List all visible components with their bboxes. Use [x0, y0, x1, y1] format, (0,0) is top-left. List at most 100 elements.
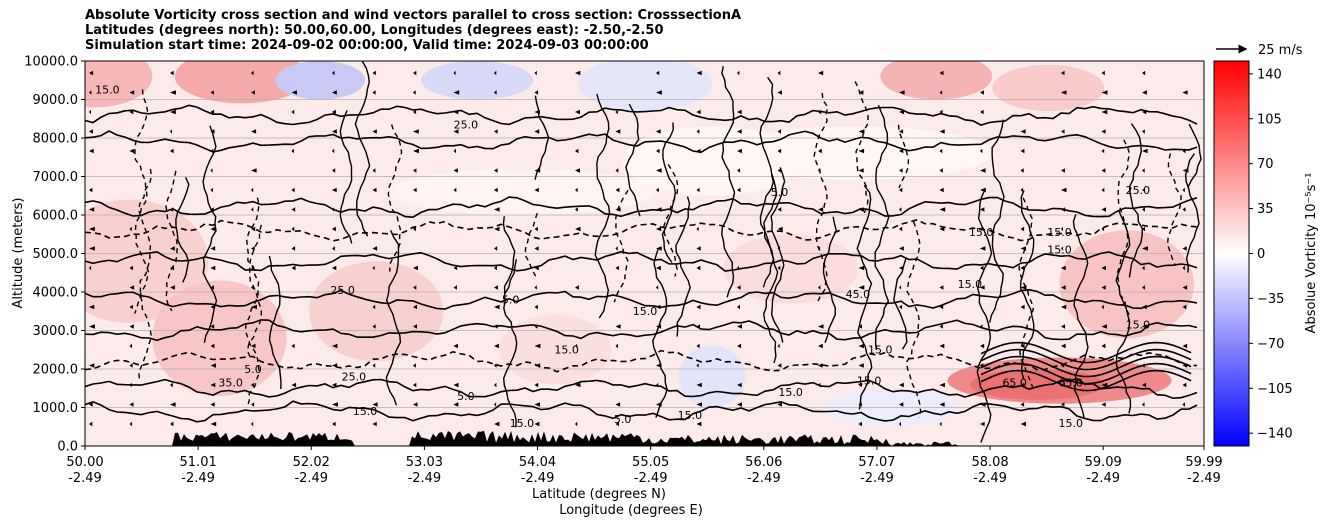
wind-vector — [858, 285, 865, 290]
wind-vector — [413, 363, 416, 368]
wind-vector — [89, 265, 92, 271]
wind-vector — [1061, 304, 1067, 310]
vorticity-fill-patch — [275, 61, 366, 100]
wind-vector — [1020, 285, 1027, 290]
wind-vector — [413, 109, 417, 115]
wind-vector — [89, 324, 95, 329]
wind-vector — [534, 363, 541, 368]
contour-line — [989, 119, 1005, 323]
wind-vector — [251, 382, 254, 388]
vorticity-fill-patch — [969, 369, 1105, 400]
contour-label: 15.0 — [969, 226, 994, 239]
contour-line — [85, 377, 1198, 400]
wind-vector — [251, 265, 254, 271]
wind-vector — [899, 168, 903, 173]
wind-vector — [1061, 70, 1065, 76]
wind-vector — [858, 265, 865, 271]
wind-vector — [939, 382, 945, 388]
wind-vector — [291, 90, 297, 95]
wind-vector — [858, 168, 864, 173]
wind-vector — [1061, 363, 1065, 368]
title-line-1: Absolute Vorticity cross section and win… — [85, 8, 742, 23]
wind-vector — [737, 187, 741, 193]
contour-label: 5.0 — [502, 294, 520, 307]
wind-vector — [332, 207, 335, 212]
wind-vector — [89, 304, 95, 310]
wind-vector — [656, 402, 662, 407]
contour-line — [770, 167, 786, 343]
y-tick-label: 10000.0 — [24, 55, 78, 70]
contour-line — [85, 130, 1198, 154]
wind-vector — [534, 402, 540, 407]
wind-vector — [899, 226, 903, 232]
wind-vector — [737, 304, 740, 310]
wind-vector — [575, 148, 579, 154]
wind-vector — [899, 265, 904, 271]
wind-vector — [980, 363, 984, 368]
wind-vector — [777, 246, 781, 251]
wind-vector — [858, 324, 862, 329]
wind-vector — [413, 168, 417, 173]
wind-vector — [129, 265, 133, 271]
wind-vector — [453, 187, 457, 193]
wind-vector — [1020, 402, 1025, 407]
y-tick-label: 6000.0 — [33, 209, 79, 224]
wind-vector — [413, 129, 419, 134]
wind-vector — [413, 90, 416, 95]
wind-vector — [170, 421, 174, 427]
wind-vector — [170, 402, 176, 407]
wind-vector — [1101, 265, 1106, 271]
wind-vector — [858, 343, 864, 349]
vorticity-fill-patch — [152, 280, 287, 396]
wind-vector — [899, 402, 904, 407]
wind-vector — [899, 187, 903, 193]
wind-vector — [1101, 343, 1106, 349]
wind-vector — [413, 304, 417, 310]
wind-vector — [1020, 246, 1027, 251]
wind-vector — [170, 90, 176, 95]
x-tick-label-lat: 59.99 — [1185, 455, 1222, 470]
contour-label: 5.0 — [771, 186, 789, 199]
wind-vector — [534, 324, 538, 329]
contour-line — [1166, 153, 1182, 266]
wind-vector — [210, 285, 214, 290]
wind-vector — [777, 402, 782, 407]
wind-vector — [615, 421, 619, 427]
wind-vector — [291, 226, 295, 232]
wind-vector — [291, 343, 295, 349]
wind-vector — [534, 187, 539, 193]
contour-line — [387, 124, 403, 272]
wind-vector — [980, 324, 983, 329]
vorticity-fill-patch — [723, 234, 858, 304]
wind-vector — [291, 187, 295, 193]
wind-vector — [575, 421, 578, 427]
wind-vector — [737, 343, 742, 349]
contour-line — [85, 250, 1198, 272]
wind-vector — [777, 90, 782, 95]
wind-vector — [332, 70, 335, 76]
quiver-key-label: 25 m/s — [1258, 43, 1303, 58]
x-axis: 50.00-2.4951.01-2.4952.02-2.4953.03-2.49… — [66, 446, 1223, 486]
title-line-3: Simulation start time: 2024-09-02 00:00:… — [85, 38, 649, 53]
contour-line — [980, 355, 1192, 378]
wind-vector — [1182, 246, 1187, 251]
wind-vector — [899, 246, 904, 251]
contour-line — [594, 93, 611, 319]
wind-vector — [534, 129, 540, 134]
wind-vector — [696, 324, 700, 329]
wind-vector — [89, 226, 95, 232]
wind-vector — [737, 324, 742, 329]
contour-line — [874, 104, 890, 351]
wind-vector — [1020, 382, 1025, 388]
wind-vector — [210, 343, 215, 349]
contour-label: 15.0 — [857, 374, 882, 387]
wind-vector — [534, 285, 537, 290]
wind-vector — [1101, 187, 1105, 193]
wind-vector — [170, 246, 175, 251]
wind-vector — [453, 168, 458, 173]
vorticity-fill-patch — [880, 61, 993, 100]
wind-vector — [1020, 304, 1025, 310]
contour-line — [856, 185, 873, 410]
wind-vector — [939, 421, 942, 427]
wind-vector — [413, 187, 417, 193]
